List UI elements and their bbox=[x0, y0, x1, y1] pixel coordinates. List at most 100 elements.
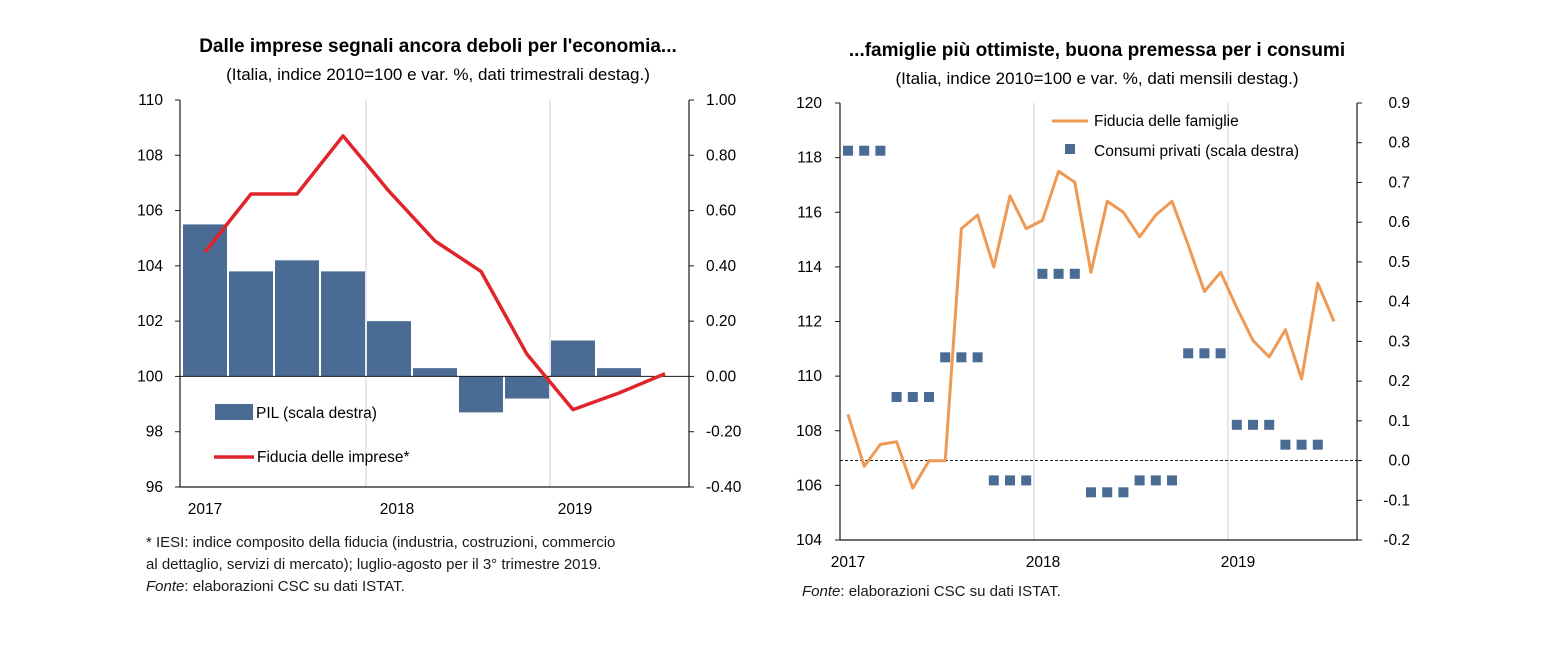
consumi-privati-marker bbox=[1021, 475, 1032, 486]
chart2-left-tick-label: 116 bbox=[797, 204, 822, 221]
chart2-left-tick-label: 112 bbox=[797, 314, 822, 331]
chart1-right-tick-label: 1.00 bbox=[706, 92, 737, 109]
chart1-left-tick-label: 110 bbox=[138, 92, 163, 109]
chart1-right-tick-label: 0.40 bbox=[706, 258, 737, 275]
legend-fiducia-famiglie-label: Fiducia delle famiglie bbox=[1094, 113, 1239, 130]
consumi-privati-marker bbox=[956, 352, 967, 363]
pil-bar-2017Q1 bbox=[183, 224, 227, 377]
chart1-left-tick-label: 96 bbox=[146, 479, 163, 496]
consumi-privati-marker bbox=[1102, 487, 1113, 498]
chart2-right-tick-label: 0.0 bbox=[1388, 453, 1410, 470]
chart2-title: ...famiglie più ottimiste, buona premess… bbox=[849, 40, 1345, 61]
chart2-left-tick-label: 106 bbox=[796, 477, 822, 494]
pil-bar-2017Q4 bbox=[321, 271, 365, 377]
left-footnote: * IESI: indice composito della fiducia (… bbox=[146, 532, 746, 598]
consumi-privati-marker bbox=[1248, 419, 1258, 430]
consumi-privati-marker bbox=[1150, 475, 1161, 486]
chart1-left-tick-label: 108 bbox=[137, 147, 163, 164]
consumi-privati-marker bbox=[875, 145, 886, 156]
chart2-x-label: 2017 bbox=[831, 554, 865, 571]
left-fonte-text: : elaborazioni CSC su dati ISTAT. bbox=[184, 578, 405, 595]
chart1-right-tick-label: -0.40 bbox=[706, 479, 742, 496]
chart1-right-tick-label: 0.60 bbox=[706, 203, 737, 220]
right-fonte-text: : elaborazioni CSC su dati ISTAT. bbox=[840, 583, 1061, 600]
chart1-left-tick-label: 104 bbox=[137, 258, 163, 275]
chart1-left-tick-label: 100 bbox=[137, 368, 163, 385]
consumi-privati-marker bbox=[1069, 268, 1080, 279]
legend-pil-swatch bbox=[215, 404, 253, 420]
consumi-privati-marker bbox=[1053, 268, 1064, 279]
consumi-privati-marker bbox=[1183, 348, 1194, 359]
consumi-privati-marker bbox=[1312, 439, 1323, 450]
pil-bar-2018Q1 bbox=[367, 321, 411, 377]
right-fonte: Fonte: elaborazioni CSC su dati ISTAT. bbox=[802, 581, 1302, 603]
chart2-left-tick-label: 104 bbox=[796, 532, 822, 549]
chart2-right-tick-label: 0.2 bbox=[1388, 373, 1410, 390]
chart1-right-tick-label: -0.20 bbox=[706, 424, 742, 441]
chart2-left-tick-label: 120 bbox=[796, 95, 822, 112]
chart1-left-tick-label: 102 bbox=[137, 313, 163, 330]
consumi-privati-marker bbox=[859, 145, 870, 156]
chart2-left-tick-label: 110 bbox=[797, 368, 822, 385]
consumi-privati-marker bbox=[1037, 268, 1048, 279]
chart2-right-tick-label: 0.6 bbox=[1388, 214, 1410, 231]
pil-bar-2019Q1 bbox=[551, 340, 595, 377]
pil-bar-2017Q3 bbox=[275, 260, 319, 377]
fonte-label: Fonte bbox=[802, 583, 841, 600]
pil-bar-2017Q2 bbox=[229, 271, 273, 377]
consumi-privati-marker bbox=[1264, 419, 1275, 430]
consumi-privati-marker bbox=[907, 392, 918, 402]
chart2-left-tick-label: 108 bbox=[796, 423, 822, 440]
fiducia-famiglie-line bbox=[846, 169, 1336, 490]
consumi-privati-marker bbox=[1280, 439, 1291, 450]
chart2-right-tick-label: 0.8 bbox=[1388, 135, 1410, 152]
chart2-x-label: 2018 bbox=[1026, 554, 1060, 571]
chart2-right-tick-label: 0.7 bbox=[1388, 174, 1410, 191]
legend-pil-label: PIL (scala destra) bbox=[256, 405, 377, 422]
legend-consumi-swatch bbox=[1065, 144, 1075, 154]
consumi-privati-marker bbox=[843, 145, 853, 156]
chart2-left-tick-label: 114 bbox=[797, 259, 822, 276]
consumi-privati-marker bbox=[940, 352, 951, 363]
consumi-privati-marker bbox=[1167, 475, 1177, 486]
left-footnote-line1: * IESI: indice composito della fiducia (… bbox=[146, 534, 616, 551]
pil-bar-2018Q4 bbox=[505, 376, 549, 399]
consumi-privati-marker bbox=[891, 392, 902, 402]
chart1-left-tick-label: 98 bbox=[146, 424, 163, 441]
chart1-right-tick-label: 0.20 bbox=[706, 313, 737, 330]
consumi-privati-marker bbox=[924, 392, 934, 402]
consumi-privati-marker bbox=[988, 475, 999, 486]
chart1-left-tick-label: 106 bbox=[137, 203, 163, 220]
chart2-right-tick-label: 0.4 bbox=[1388, 294, 1410, 311]
left-footnote-line2: al dettaglio, servizi di mercato); lugli… bbox=[146, 556, 602, 573]
fiducia-imprese-line bbox=[203, 134, 666, 412]
consumi-privati-marker bbox=[1086, 487, 1096, 498]
chart1-right-tick-label: 0.80 bbox=[706, 147, 737, 164]
chart2-left-tick-label: 118 bbox=[797, 150, 822, 167]
consumi-privati-marker bbox=[1215, 348, 1226, 359]
consumi-privati-marker bbox=[1118, 487, 1129, 498]
fonte-label: Fonte bbox=[146, 578, 185, 595]
chart1-right-tick-label: 0.00 bbox=[706, 368, 737, 385]
chart2-right-tick-label: 0.9 bbox=[1388, 95, 1410, 112]
consumi-privati-marker bbox=[1231, 419, 1242, 430]
pil-bar-2018Q3 bbox=[459, 376, 503, 413]
chart2-right-tick-label: 0.5 bbox=[1388, 254, 1410, 271]
legend-fiducia-imprese-label: Fiducia delle imprese* bbox=[257, 449, 410, 466]
chart1-x-label: 2019 bbox=[558, 501, 592, 518]
chart2-right-tick-label: -0.1 bbox=[1383, 492, 1410, 509]
chart2-right-tick-label: 0.1 bbox=[1388, 413, 1410, 430]
chart2-right-tick-label: 0.3 bbox=[1388, 333, 1410, 350]
left-fonte: Fonte: elaborazioni CSC su dati ISTAT. bbox=[146, 576, 746, 598]
chart1-x-label: 2018 bbox=[380, 501, 414, 518]
consumi-privati-marker bbox=[972, 352, 983, 363]
pil-bar-2019Q2 bbox=[597, 368, 641, 377]
chart2-right-tick-label: -0.2 bbox=[1383, 532, 1410, 549]
chart2-x-label: 2019 bbox=[1221, 554, 1255, 571]
chart2-subtitle: (Italia, indice 2010=100 e var. %, dati … bbox=[895, 69, 1298, 88]
consumi-privati-marker bbox=[1005, 475, 1015, 486]
consumi-privati-marker bbox=[1296, 439, 1307, 450]
chart1-subtitle: (Italia, indice 2010=100 e var. %, dati … bbox=[226, 65, 650, 84]
chart1-x-label: 2017 bbox=[188, 501, 222, 518]
